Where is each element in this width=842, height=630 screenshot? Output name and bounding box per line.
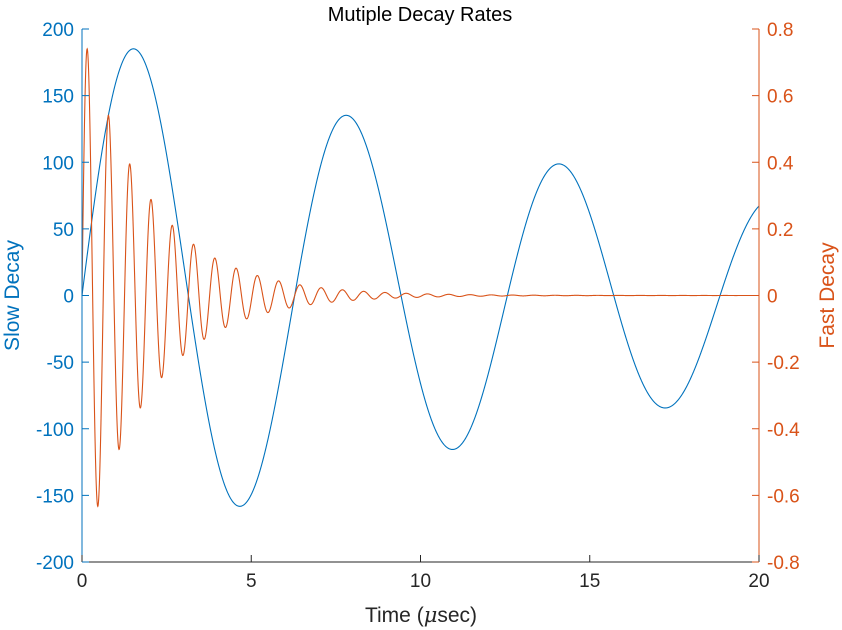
left-y-tick-label: 50 xyxy=(53,220,74,241)
axes-layer: 0 5 10 15 20 200 150 100 50 0 -50 -100 -150 -200 0.8 0.… xyxy=(36,20,800,592)
right-y-tick-label: 0.8 xyxy=(767,20,793,41)
right-y-tick-label: -0.2 xyxy=(767,353,800,374)
right-y-tick-label: 0.2 xyxy=(767,220,793,241)
right-y-tick-label: -0.6 xyxy=(767,486,800,507)
left-y-tick-label: -100 xyxy=(36,420,74,441)
x-tick-label: 0 xyxy=(77,571,88,592)
x-tick-label: 20 xyxy=(748,571,769,592)
right-y-tick-label: 0 xyxy=(767,287,778,308)
right-y-tick-label: -0.8 xyxy=(767,553,800,574)
x-tick-label: 10 xyxy=(410,571,431,592)
right-y-tick-label: -0.4 xyxy=(767,420,800,441)
left-y-tick-label: 200 xyxy=(42,20,74,41)
left-y-tick-label: -50 xyxy=(47,353,74,374)
x-axis-label: Time (μsec) xyxy=(365,603,477,627)
left-y-tick-label: 100 xyxy=(42,153,74,174)
left-y-tick-label: -150 xyxy=(36,486,74,507)
left-y-axis-label: Slow Decay xyxy=(1,240,24,351)
left-y-tick-label: -200 xyxy=(36,553,74,574)
right-y-tick-label: 0.6 xyxy=(767,87,793,108)
chart-title: Mutiple Decay Rates xyxy=(328,4,513,26)
right-y-axis-label: Fast Decay xyxy=(816,242,839,349)
series-layer xyxy=(81,47,760,508)
fast-decay-line xyxy=(81,47,759,508)
x-tick-label: 15 xyxy=(579,571,600,592)
right-y-tick-label: 0.4 xyxy=(767,153,794,174)
left-y-tick-label: 150 xyxy=(42,87,74,108)
slow-decay-line xyxy=(81,48,760,507)
left-y-tick-label: 0 xyxy=(63,287,74,308)
x-tick-label: 5 xyxy=(246,571,257,592)
